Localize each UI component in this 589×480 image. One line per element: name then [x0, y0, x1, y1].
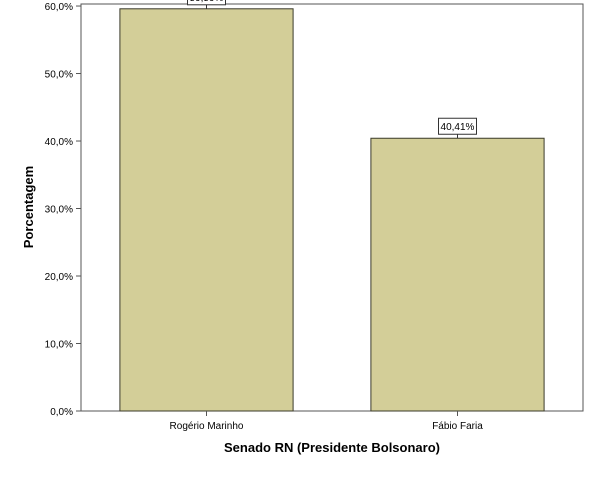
data-label: 40,41%	[441, 122, 475, 133]
plot-frame	[80, 3, 584, 412]
bars-group: 59,59% 40,41%	[119, 0, 545, 412]
y-axis-label: Porcentagem	[21, 166, 36, 248]
y-tick-label: 20,0%	[45, 272, 73, 283]
x-axis-label: Senado RN (Presidente Bolsonaro)	[224, 440, 440, 455]
x-axis: Rogério Marinho Fábio Faria	[170, 411, 483, 432]
bar	[370, 137, 545, 412]
x-tick-label: Rogério Marinho	[170, 421, 244, 432]
y-tick-label: 40,0%	[45, 137, 73, 148]
y-tick-label: 10,0%	[45, 340, 73, 351]
data-label-box	[438, 117, 477, 135]
bar	[119, 8, 294, 412]
y-axis: 0,0% 10,0% 20,0% 30,0% 40,0% 50,0% 60,0%	[45, 2, 81, 418]
y-tick-label: 30,0%	[45, 205, 73, 216]
y-tick-label: 60,0%	[45, 2, 73, 13]
y-tick-label: 0,0%	[50, 407, 73, 418]
y-tick-label: 50,0%	[45, 70, 73, 81]
data-label: 59,59%	[190, 0, 224, 4]
x-tick-label: Fábio Faria	[432, 421, 483, 432]
data-label-box	[187, 0, 226, 6]
